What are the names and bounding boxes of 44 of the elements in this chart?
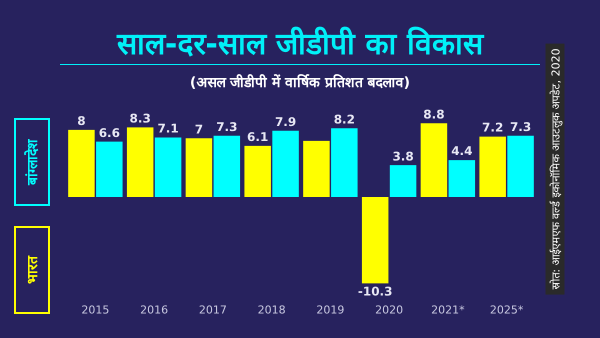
bar: [303, 140, 330, 198]
data-label: 3.8: [392, 149, 414, 164]
bar: [244, 146, 271, 198]
bar: [272, 130, 299, 198]
text: स्रोत: आईएमएफ वर्ल्ड इकोनॉमिक आउटलुक अपडेट, 2020: [546, 43, 564, 295]
data-label: 6.1: [247, 130, 268, 144]
data-label: 7.2: [482, 120, 504, 135]
bar: [507, 136, 534, 198]
x-tick-label: 2016: [140, 303, 168, 316]
x-tick-label: 2025*: [490, 303, 524, 316]
data-label: -10.3: [358, 284, 392, 299]
bar: [448, 160, 476, 198]
text: भारत: [24, 256, 42, 284]
x-tick-label: 2015: [81, 303, 110, 316]
bar: [68, 130, 95, 198]
bar: [214, 136, 240, 198]
data-label: 8.2: [334, 112, 355, 126]
data-label: 7: [194, 122, 204, 136]
bar: [362, 197, 388, 284]
data-label: 7.3: [510, 120, 532, 134]
data-label: 8.8: [423, 107, 445, 122]
x-tick-label: 2019: [316, 303, 344, 316]
chart-title: साल-दर-साल जीडीपी का विकास: [60, 26, 540, 65]
bar: [154, 137, 182, 198]
data-label: 7.1: [157, 122, 179, 136]
data-label: 6.6: [98, 126, 120, 140]
bar: [331, 128, 358, 198]
bar: [186, 138, 212, 198]
bar: [126, 127, 154, 198]
x-tick-label: 2018: [258, 303, 286, 316]
text: बांग्लादेश: [23, 139, 42, 185]
bar: [420, 123, 448, 198]
data-label: 4.4: [451, 144, 472, 158]
x-tick-label: 2021*: [431, 303, 466, 316]
bar: [96, 142, 123, 198]
x-tick-label: 2020: [375, 303, 404, 316]
data-label: 8: [77, 114, 86, 128]
x-tick-label: 2017: [198, 303, 227, 316]
bar: [390, 165, 416, 198]
data-label: 8.3: [130, 112, 151, 126]
data-label: 7.9: [274, 114, 296, 129]
data-label: 7.3: [216, 120, 238, 134]
chart-subtitle: (असल जीडीपी में वार्षिक प्रतिशत बदलाव): [188, 73, 412, 91]
bar: [479, 136, 506, 198]
